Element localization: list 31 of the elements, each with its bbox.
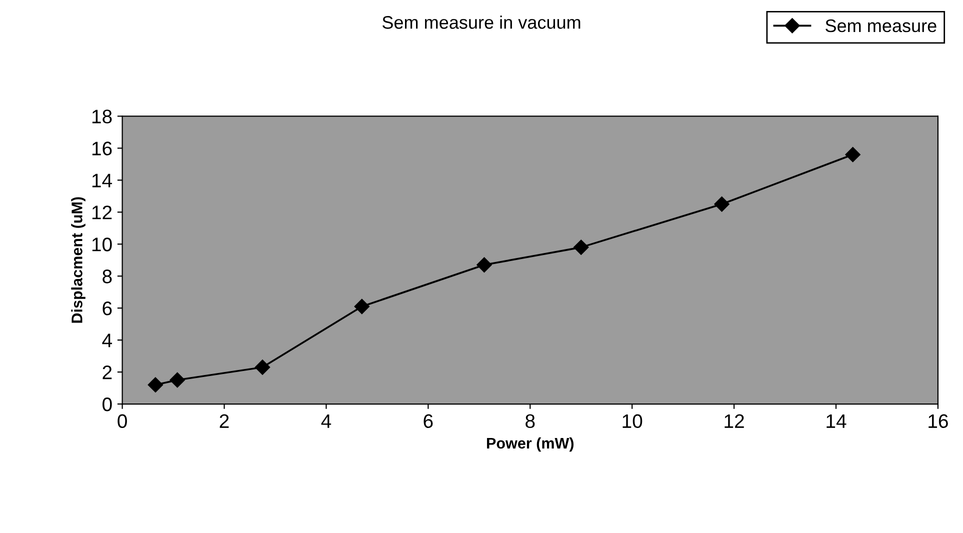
y-tick-label: 10 bbox=[92, 238, 112, 252]
y-tick-label: 16 bbox=[92, 142, 112, 156]
x-tick-label: 4 bbox=[321, 414, 332, 428]
x-tick-label: 0 bbox=[118, 414, 127, 428]
point bbox=[254, 360, 270, 375]
x-tick-label: 16 bbox=[928, 414, 948, 428]
point bbox=[170, 372, 185, 388]
y-tick-label: 4 bbox=[102, 334, 112, 348]
x-axis-title: Power (mW) bbox=[487, 437, 574, 452]
legend-label: Sem measure bbox=[826, 19, 936, 32]
y-tick-label: 12 bbox=[92, 206, 112, 220]
x-tick-label: 10 bbox=[622, 414, 642, 428]
x-tick-label: 12 bbox=[724, 414, 744, 428]
x-tick-label: 8 bbox=[526, 414, 535, 428]
point bbox=[845, 147, 860, 162]
y-tick-label: 6 bbox=[102, 302, 112, 316]
y-tick-label: 14 bbox=[92, 174, 112, 188]
x-tick-label: 14 bbox=[826, 414, 846, 428]
y-tick-label: 18 bbox=[92, 110, 112, 124]
point bbox=[148, 377, 164, 392]
y-tick-label: 2 bbox=[102, 366, 112, 380]
x-tick-label: 6 bbox=[424, 414, 433, 428]
point bbox=[354, 298, 370, 314]
y-tick-label: 0 bbox=[102, 397, 112, 412]
y-axis-title: Displacment (uM) bbox=[71, 197, 86, 323]
x-tick-label: 2 bbox=[220, 414, 229, 428]
y-tick-label: 8 bbox=[102, 270, 112, 284]
point bbox=[574, 240, 589, 255]
point bbox=[476, 257, 492, 272]
point bbox=[714, 196, 730, 212]
chart-title: Sem measure in vacuum bbox=[382, 16, 580, 29]
